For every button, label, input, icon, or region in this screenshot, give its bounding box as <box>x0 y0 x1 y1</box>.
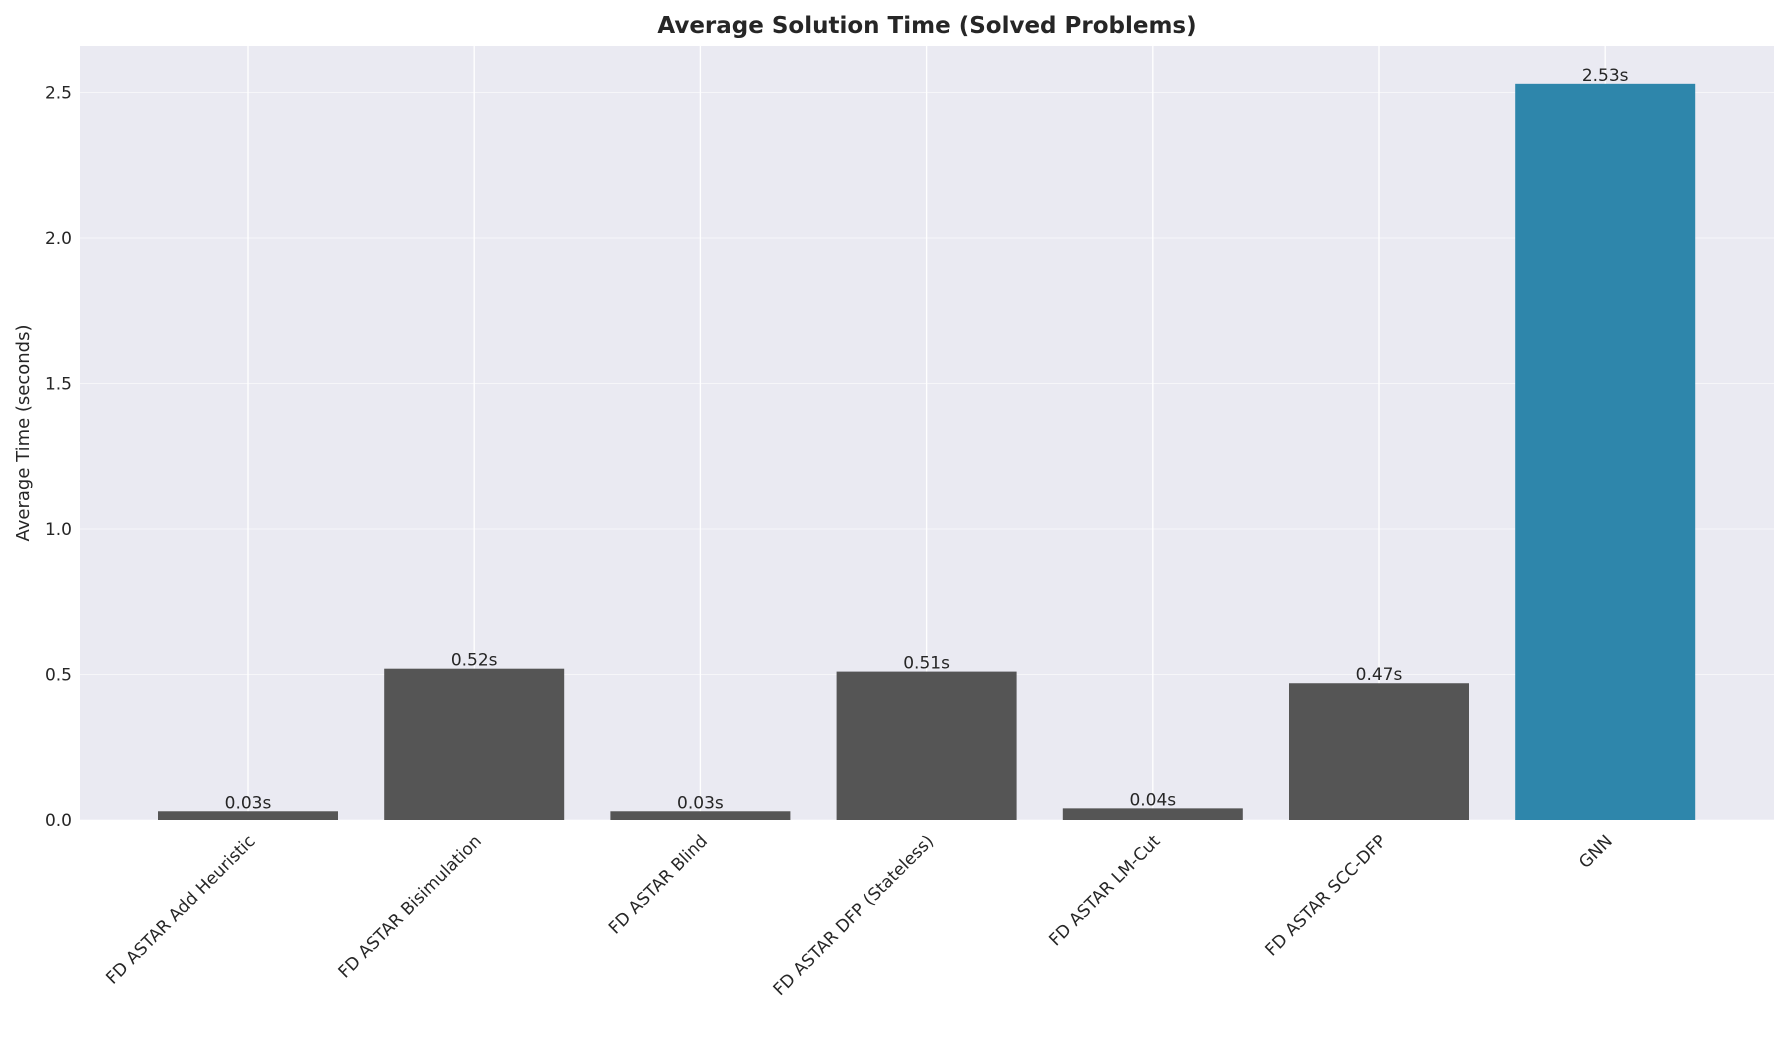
bar-0[interactable] <box>158 811 338 820</box>
y-tick-label: 2.5 <box>45 84 72 104</box>
x-tick-label: GNN <box>1575 831 1616 872</box>
y-tick-label: 1.5 <box>45 375 72 395</box>
bar-2[interactable] <box>610 811 791 820</box>
bar-value-label: 0.52s <box>451 651 498 671</box>
bar-value-label: 0.03s <box>225 793 272 813</box>
y-axis-ticks: 0.0 0.5 1.0 1.5 2.0 2.5 <box>45 84 72 831</box>
x-tick-label: FD ASTAR Add Heuristic <box>102 831 259 988</box>
bar-value-label: 2.53s <box>1582 66 1629 86</box>
bar-value-label: 0.03s <box>677 793 724 813</box>
x-tick-label: FD ASTAR LM-Cut <box>1045 831 1164 950</box>
bar-6[interactable] <box>1515 83 1696 820</box>
y-axis-label: Average Time (seconds) <box>13 324 34 541</box>
bar-3[interactable] <box>836 671 1017 820</box>
y-tick-label: 0.0 <box>45 811 72 831</box>
y-tick-label: 1.0 <box>45 520 72 540</box>
chart-title: Average Solution Time (Solved Problems) <box>657 13 1196 39</box>
bar-layer <box>158 83 1696 820</box>
x-axis-ticks: FD ASTAR Add Heuristic FD ASTAR Bisimulat… <box>102 831 1616 1000</box>
y-tick-label: 0.5 <box>45 666 72 686</box>
x-tick-label: FD ASTAR Blind <box>605 831 712 938</box>
data-label-layer: 0.03s 0.52s 0.03s 0.51s 0.04s 0.47s 2.53s <box>225 66 1629 813</box>
y-tick-label: 2.0 <box>45 229 72 249</box>
x-tick-label: FD ASTAR SCC-DFP <box>1262 831 1391 960</box>
bar-value-label: 0.47s <box>1356 665 1403 685</box>
bar-value-label: 0.04s <box>1129 790 1176 810</box>
bar-1[interactable] <box>384 668 565 820</box>
bar-value-label: 0.51s <box>903 654 950 674</box>
x-tick-label: FD ASTAR Bisimulation <box>335 831 486 982</box>
x-tick-label: FD ASTAR DFP (Stateless) <box>770 831 939 1000</box>
bar-4[interactable] <box>1062 808 1243 820</box>
bar-5[interactable] <box>1289 683 1469 820</box>
